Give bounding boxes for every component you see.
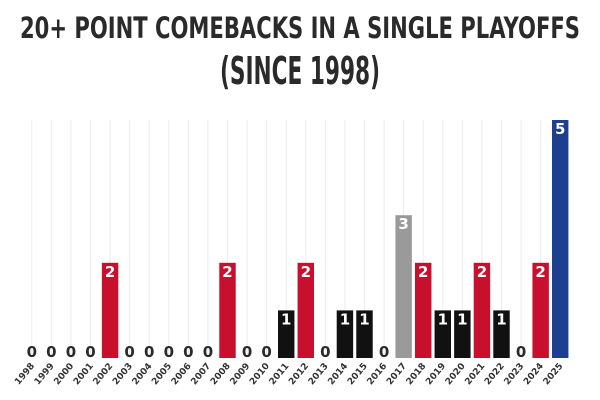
chart-title: 20+ POINT COMEBACKS IN A SINGLE PLAYOFFS [20, 11, 580, 45]
x-tick-label: 2009 [229, 362, 253, 388]
value-label: 1 [340, 310, 350, 328]
value-label: 0 [164, 343, 174, 361]
value-label: 0 [46, 343, 56, 361]
x-tick-label: 2023 [503, 362, 527, 388]
value-label: 2 [418, 263, 428, 281]
x-tick-label: 2011 [268, 362, 292, 388]
x-tick-label: 2017 [385, 362, 409, 388]
x-tick-label: 2025 [542, 362, 566, 388]
value-label: 1 [496, 310, 506, 328]
bar [336, 310, 354, 358]
x-tick-label: 1998 [13, 362, 37, 388]
bar [551, 120, 569, 358]
x-tick-label: 2015 [346, 362, 370, 388]
x-tick-label: 2019 [424, 362, 448, 388]
x-tick-label: 2010 [248, 362, 272, 388]
x-tick-label: 2022 [483, 362, 507, 388]
value-label: 0 [320, 343, 330, 361]
bar [414, 262, 432, 358]
bar [493, 310, 510, 358]
value-label: 2 [105, 263, 115, 281]
bar [277, 310, 295, 358]
x-tick-label: 2021 [463, 362, 487, 388]
x-tick-label: 2001 [72, 362, 96, 388]
value-label: 0 [379, 343, 389, 361]
bar [356, 310, 373, 358]
x-tick-label: 2003 [111, 362, 135, 388]
x-tick-label: 2000 [52, 362, 76, 388]
value-label: 0 [27, 343, 37, 361]
value-label: 2 [301, 263, 311, 281]
value-label: 0 [144, 343, 154, 361]
value-label: 2 [535, 263, 545, 281]
bar [101, 262, 119, 358]
value-label: 0 [66, 343, 76, 361]
x-tick-label: 2006 [170, 362, 194, 388]
x-tick-label: 2012 [287, 362, 311, 388]
bar [532, 262, 549, 358]
value-label: 2 [222, 263, 232, 281]
x-tick-label: 2024 [522, 362, 546, 388]
x-tick-label: 1999 [33, 362, 57, 388]
x-tick-label: 2008 [209, 362, 233, 388]
x-tick-label: 2005 [150, 362, 174, 388]
x-tick-label: 2020 [444, 362, 468, 388]
x-tick-label: 2002 [92, 362, 116, 388]
value-label: 0 [261, 343, 271, 361]
value-label: 0 [242, 343, 252, 361]
bar [395, 215, 412, 358]
value-label: 1 [359, 310, 369, 328]
x-tick-label: 2013 [307, 362, 331, 388]
bar [434, 310, 452, 358]
x-tick-label: 2014 [326, 362, 350, 388]
value-label: 1 [457, 310, 467, 328]
value-label: 0 [516, 343, 526, 361]
bar [473, 262, 491, 358]
value-label: 1 [281, 310, 291, 328]
x-tick-label: 2018 [405, 362, 429, 388]
chart-subtitle: (SINCE 1998) [220, 49, 380, 93]
x-tick-label: 2016 [366, 362, 390, 388]
value-label: 2 [477, 263, 487, 281]
bar [297, 262, 315, 358]
value-label: 1 [438, 310, 448, 328]
value-label: 0 [85, 343, 95, 361]
bar [454, 310, 471, 358]
x-tick-label: 2004 [131, 362, 155, 388]
value-label: 0 [203, 343, 213, 361]
x-tick-label: 2007 [189, 362, 213, 388]
bar [219, 262, 236, 358]
value-label: 5 [555, 120, 565, 138]
value-label: 0 [183, 343, 193, 361]
value-label: 0 [124, 343, 134, 361]
value-label: 3 [398, 215, 408, 233]
